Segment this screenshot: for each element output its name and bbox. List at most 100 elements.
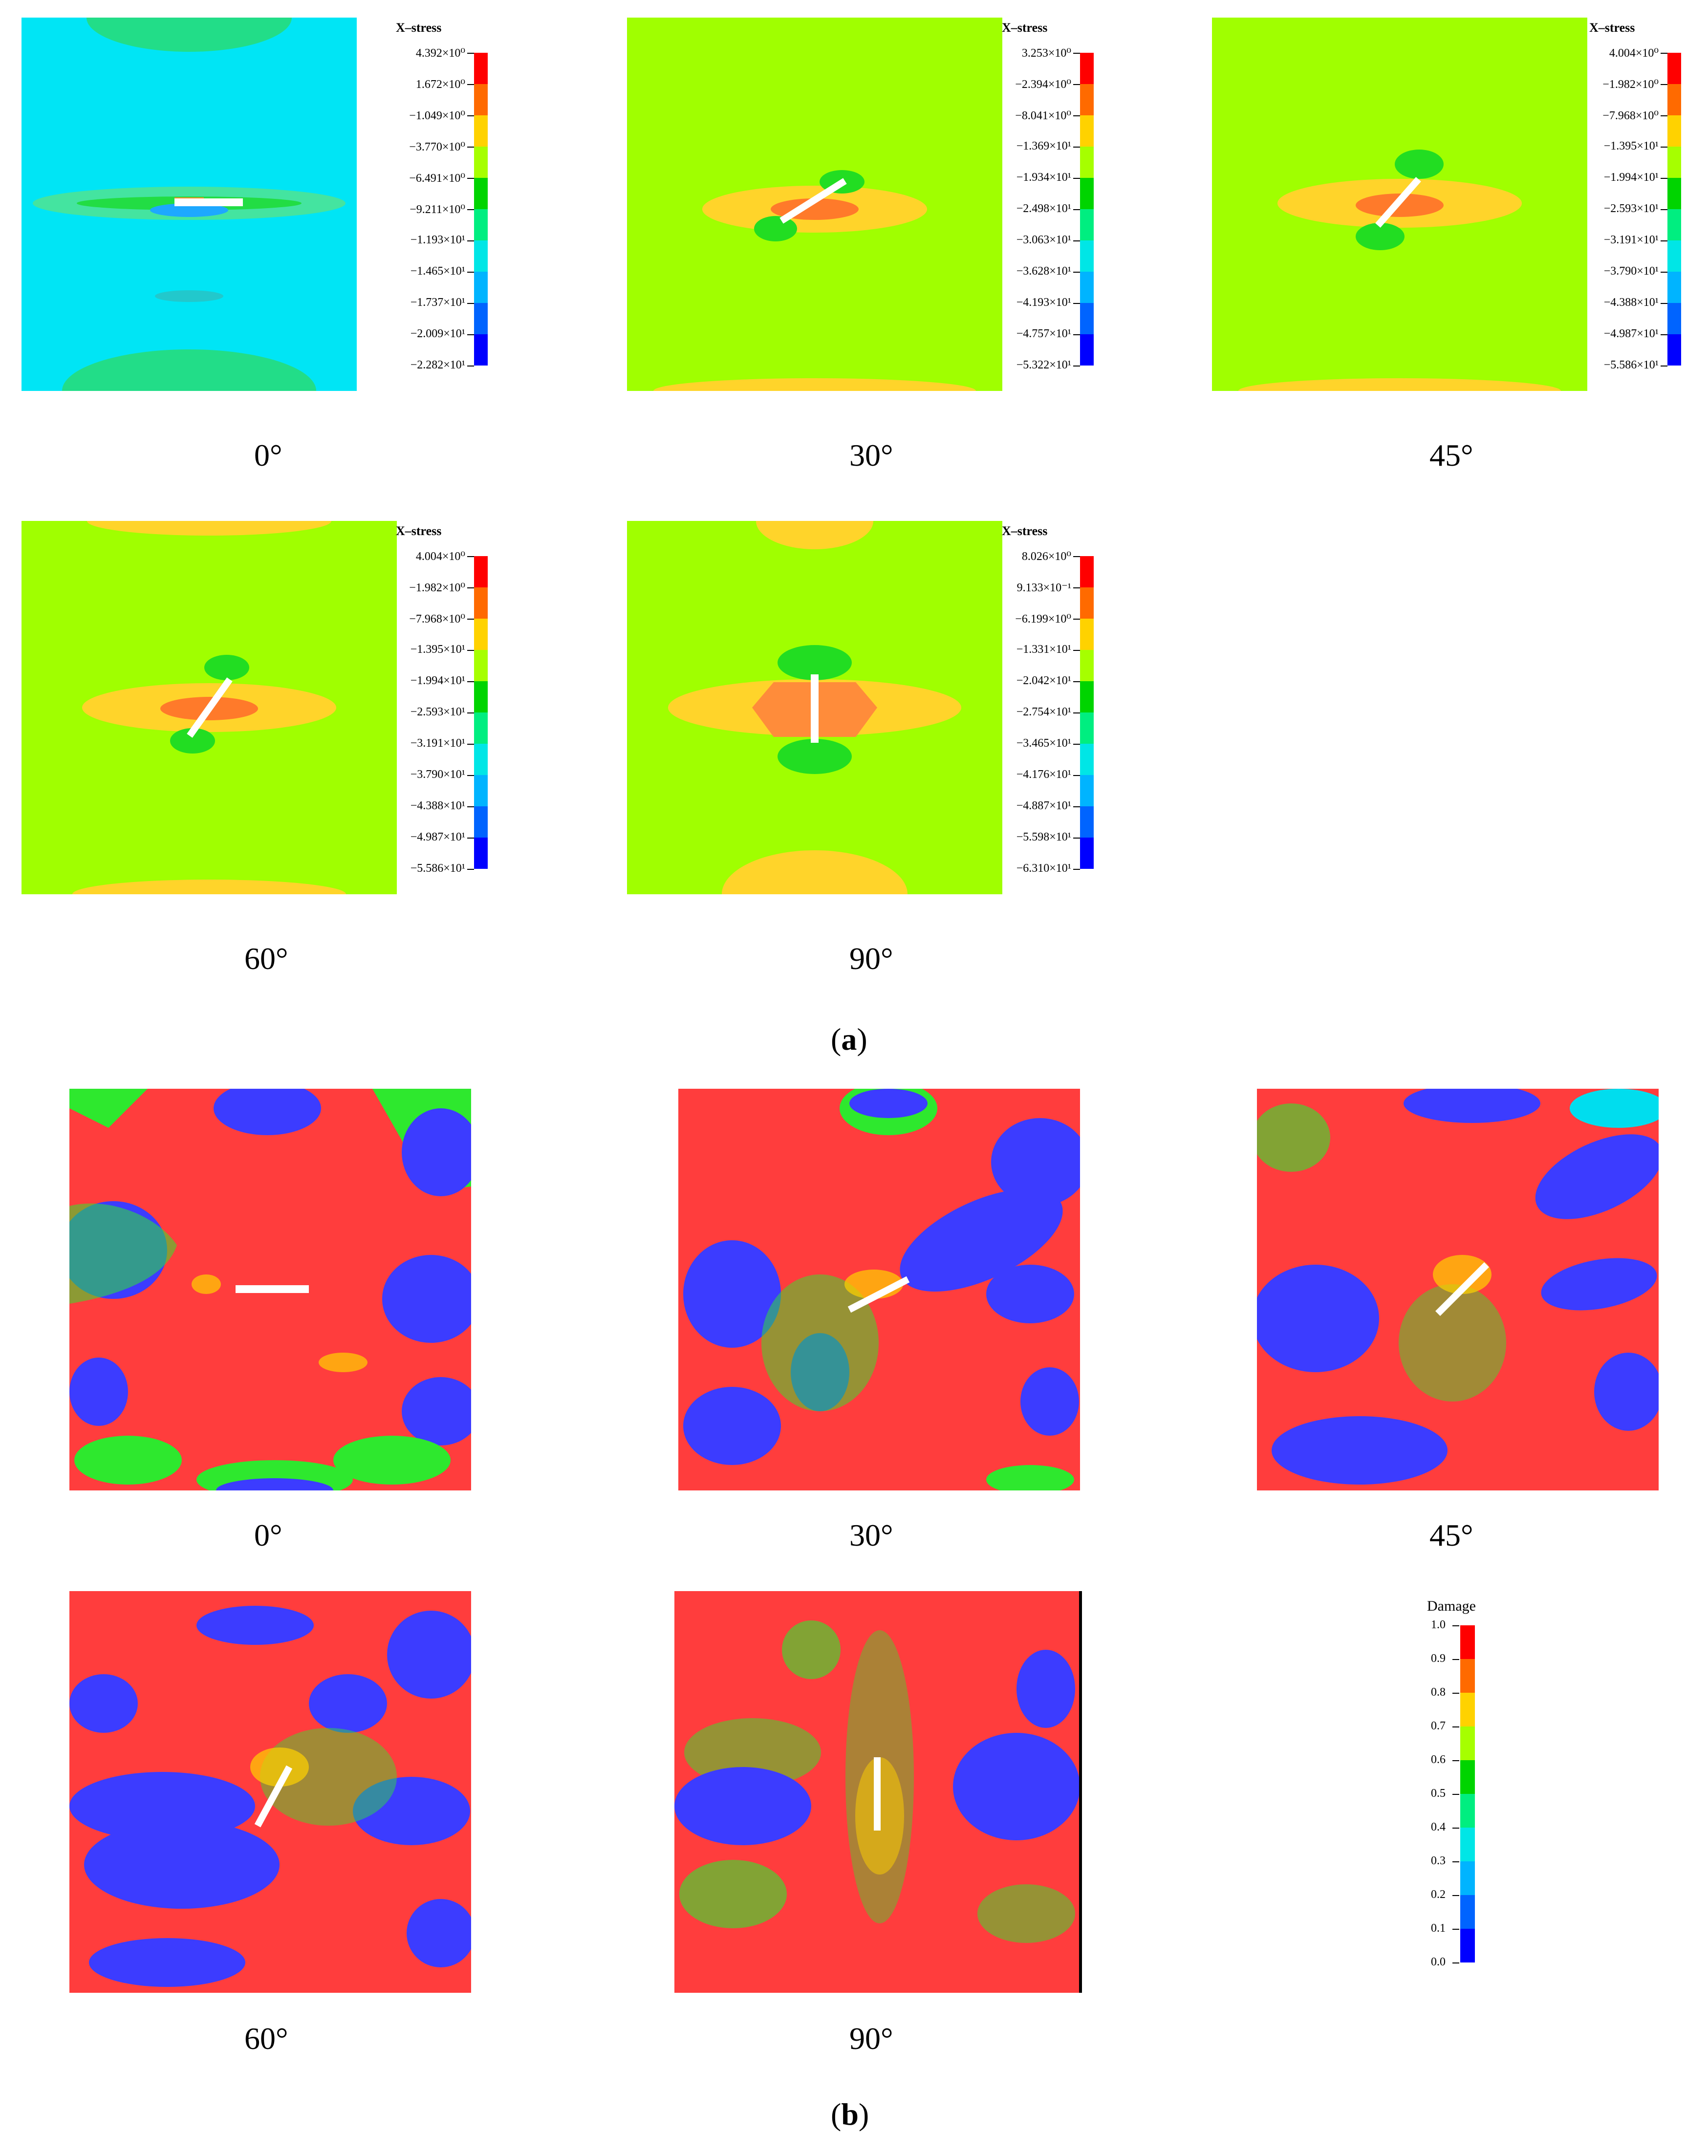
colorbar-segment bbox=[474, 806, 488, 838]
legend-tick bbox=[467, 806, 474, 807]
damage-map-90deg bbox=[674, 1591, 1082, 1993]
stress-legend-value: −4.388×10¹ bbox=[1603, 296, 1659, 309]
colorbar-segment bbox=[1460, 1861, 1475, 1895]
legend-tick bbox=[467, 209, 474, 210]
stress-legend-colorbar bbox=[474, 53, 488, 366]
legend-tick bbox=[467, 587, 474, 588]
stress-legend-value: −1.982×10⁰ bbox=[409, 582, 465, 594]
stress-legend-value: −4.176×10¹ bbox=[1016, 768, 1071, 781]
legend-tick bbox=[1073, 681, 1080, 682]
colorbar-segment bbox=[1080, 334, 1094, 366]
legend-tick bbox=[1073, 806, 1080, 807]
legend-tick bbox=[467, 178, 474, 179]
legend-tick bbox=[467, 838, 474, 839]
stress-legend-value: −1.369×10¹ bbox=[1016, 140, 1071, 152]
damage-legend-value: 0.8 bbox=[1431, 1686, 1446, 1699]
stress-legend-value: −2.282×10¹ bbox=[410, 359, 465, 371]
legend-tick bbox=[1452, 1794, 1459, 1795]
legend-tick bbox=[467, 147, 474, 148]
colorbar-segment bbox=[1667, 178, 1681, 209]
colorbar-segment bbox=[1080, 240, 1094, 272]
stress-legend-value: −5.598×10¹ bbox=[1016, 831, 1071, 843]
stress-legend-colorbar bbox=[1080, 53, 1094, 366]
colorbar-segment bbox=[1080, 681, 1094, 712]
stress-legend-value: −4.193×10¹ bbox=[1016, 296, 1071, 309]
colorbar-segment bbox=[474, 334, 488, 366]
colorbar-segment bbox=[1080, 272, 1094, 303]
legend-tick bbox=[1073, 556, 1080, 557]
damage-legend-value: 0.7 bbox=[1431, 1720, 1446, 1732]
damage-legend-title: Damage bbox=[1427, 1598, 1476, 1614]
colorbar-segment bbox=[1460, 1625, 1475, 1659]
stress-legend-value: −6.310×10¹ bbox=[1016, 862, 1071, 875]
stress-legend-value: −9.211×10⁰ bbox=[410, 203, 465, 216]
damage-map-30deg bbox=[678, 1089, 1080, 1490]
legend-tick bbox=[1452, 1760, 1459, 1761]
stress-caption-60: 60° bbox=[244, 941, 288, 976]
stress-caption-90: 90° bbox=[849, 941, 893, 976]
stress-legend-value: −7.968×10⁰ bbox=[1602, 109, 1659, 122]
stress-legend-value: 3.253×10⁰ bbox=[1021, 47, 1071, 60]
damage-legend-value: 0.6 bbox=[1431, 1753, 1446, 1766]
colorbar-segment bbox=[1080, 303, 1094, 334]
stress-legend-value: 9.133×10⁻¹ bbox=[1016, 582, 1071, 594]
colorbar-segment bbox=[1667, 334, 1681, 366]
colorbar-segment bbox=[1667, 272, 1681, 303]
colorbar-segment bbox=[474, 178, 488, 209]
legend-tick bbox=[1452, 1962, 1459, 1963]
legend-tick bbox=[467, 619, 474, 620]
stress-caption-45: 45° bbox=[1429, 438, 1473, 473]
legend-tick bbox=[467, 366, 474, 367]
stress-legend-value: −3.790×10¹ bbox=[410, 768, 465, 781]
legend-tick bbox=[1073, 303, 1080, 304]
damage-legend-value: 0.3 bbox=[1431, 1854, 1446, 1867]
legend-tick bbox=[1073, 178, 1080, 179]
legend-tick bbox=[467, 650, 474, 651]
legend-tick bbox=[1661, 147, 1667, 148]
stress-legend-value: −2.498×10¹ bbox=[1016, 202, 1071, 215]
legend-tick bbox=[1073, 115, 1080, 116]
stress-legend-value: −1.049×10⁰ bbox=[409, 109, 465, 122]
stress-legend-value: −4.987×10¹ bbox=[410, 831, 465, 843]
colorbar-segment bbox=[1460, 1726, 1475, 1760]
stress-legend-value: −1.934×10¹ bbox=[1016, 171, 1071, 184]
damage-legend-value: 0.5 bbox=[1431, 1787, 1446, 1800]
stress-legend-value: −1.737×10¹ bbox=[410, 296, 465, 309]
stress-legend-value: −5.586×10¹ bbox=[1603, 359, 1659, 371]
stress-legend-value: −2.009×10¹ bbox=[410, 327, 465, 340]
damage-map-0deg bbox=[69, 1089, 471, 1490]
legend-tick bbox=[1452, 1659, 1459, 1660]
colorbar-segment bbox=[1080, 178, 1094, 209]
stress-legend-value: −1.395×10¹ bbox=[1603, 140, 1659, 152]
colorbar-segment bbox=[474, 209, 488, 240]
colorbar-segment bbox=[1080, 838, 1094, 869]
colorbar-segment bbox=[474, 272, 488, 303]
damage-legend-value: 0.2 bbox=[1431, 1888, 1446, 1901]
stress-legend-value: 4.004×10⁰ bbox=[1609, 47, 1659, 60]
damage-legend-colorbar bbox=[1460, 1625, 1475, 1962]
colorbar-segment bbox=[1080, 619, 1094, 650]
damage-map-45deg bbox=[1257, 1089, 1659, 1490]
colorbar-segment bbox=[1080, 775, 1094, 806]
legend-tick bbox=[1452, 1861, 1459, 1862]
stress-legend-value: −2.394×10⁰ bbox=[1015, 78, 1071, 91]
legend-tick bbox=[1452, 1625, 1459, 1626]
stress-legend-value: −2.593×10¹ bbox=[410, 706, 465, 718]
legend-tick bbox=[1073, 619, 1080, 620]
stress-legend-value: −8.041×10⁰ bbox=[1015, 109, 1071, 122]
legend-tick bbox=[1073, 209, 1080, 210]
stress-legend-value: −2.593×10¹ bbox=[1603, 202, 1659, 215]
stress-legend-value: −3.191×10¹ bbox=[1603, 234, 1659, 246]
stress-legend-value: −3.628×10¹ bbox=[1016, 265, 1071, 278]
legend-tick bbox=[467, 115, 474, 116]
legend-tick bbox=[1452, 1828, 1459, 1829]
stress-legend-value: −4.887×10¹ bbox=[1016, 799, 1071, 812]
stress-legend-value: −5.322×10¹ bbox=[1016, 359, 1071, 371]
damage-legend-value: 0.0 bbox=[1431, 1956, 1446, 1968]
colorbar-segment bbox=[474, 775, 488, 806]
stress-caption-30: 30° bbox=[849, 438, 893, 473]
colorbar-segment bbox=[474, 303, 488, 334]
legend-tick bbox=[1452, 1693, 1459, 1694]
colorbar-segment bbox=[1080, 712, 1094, 744]
stress-legend-title: X–stress bbox=[1002, 524, 1048, 538]
